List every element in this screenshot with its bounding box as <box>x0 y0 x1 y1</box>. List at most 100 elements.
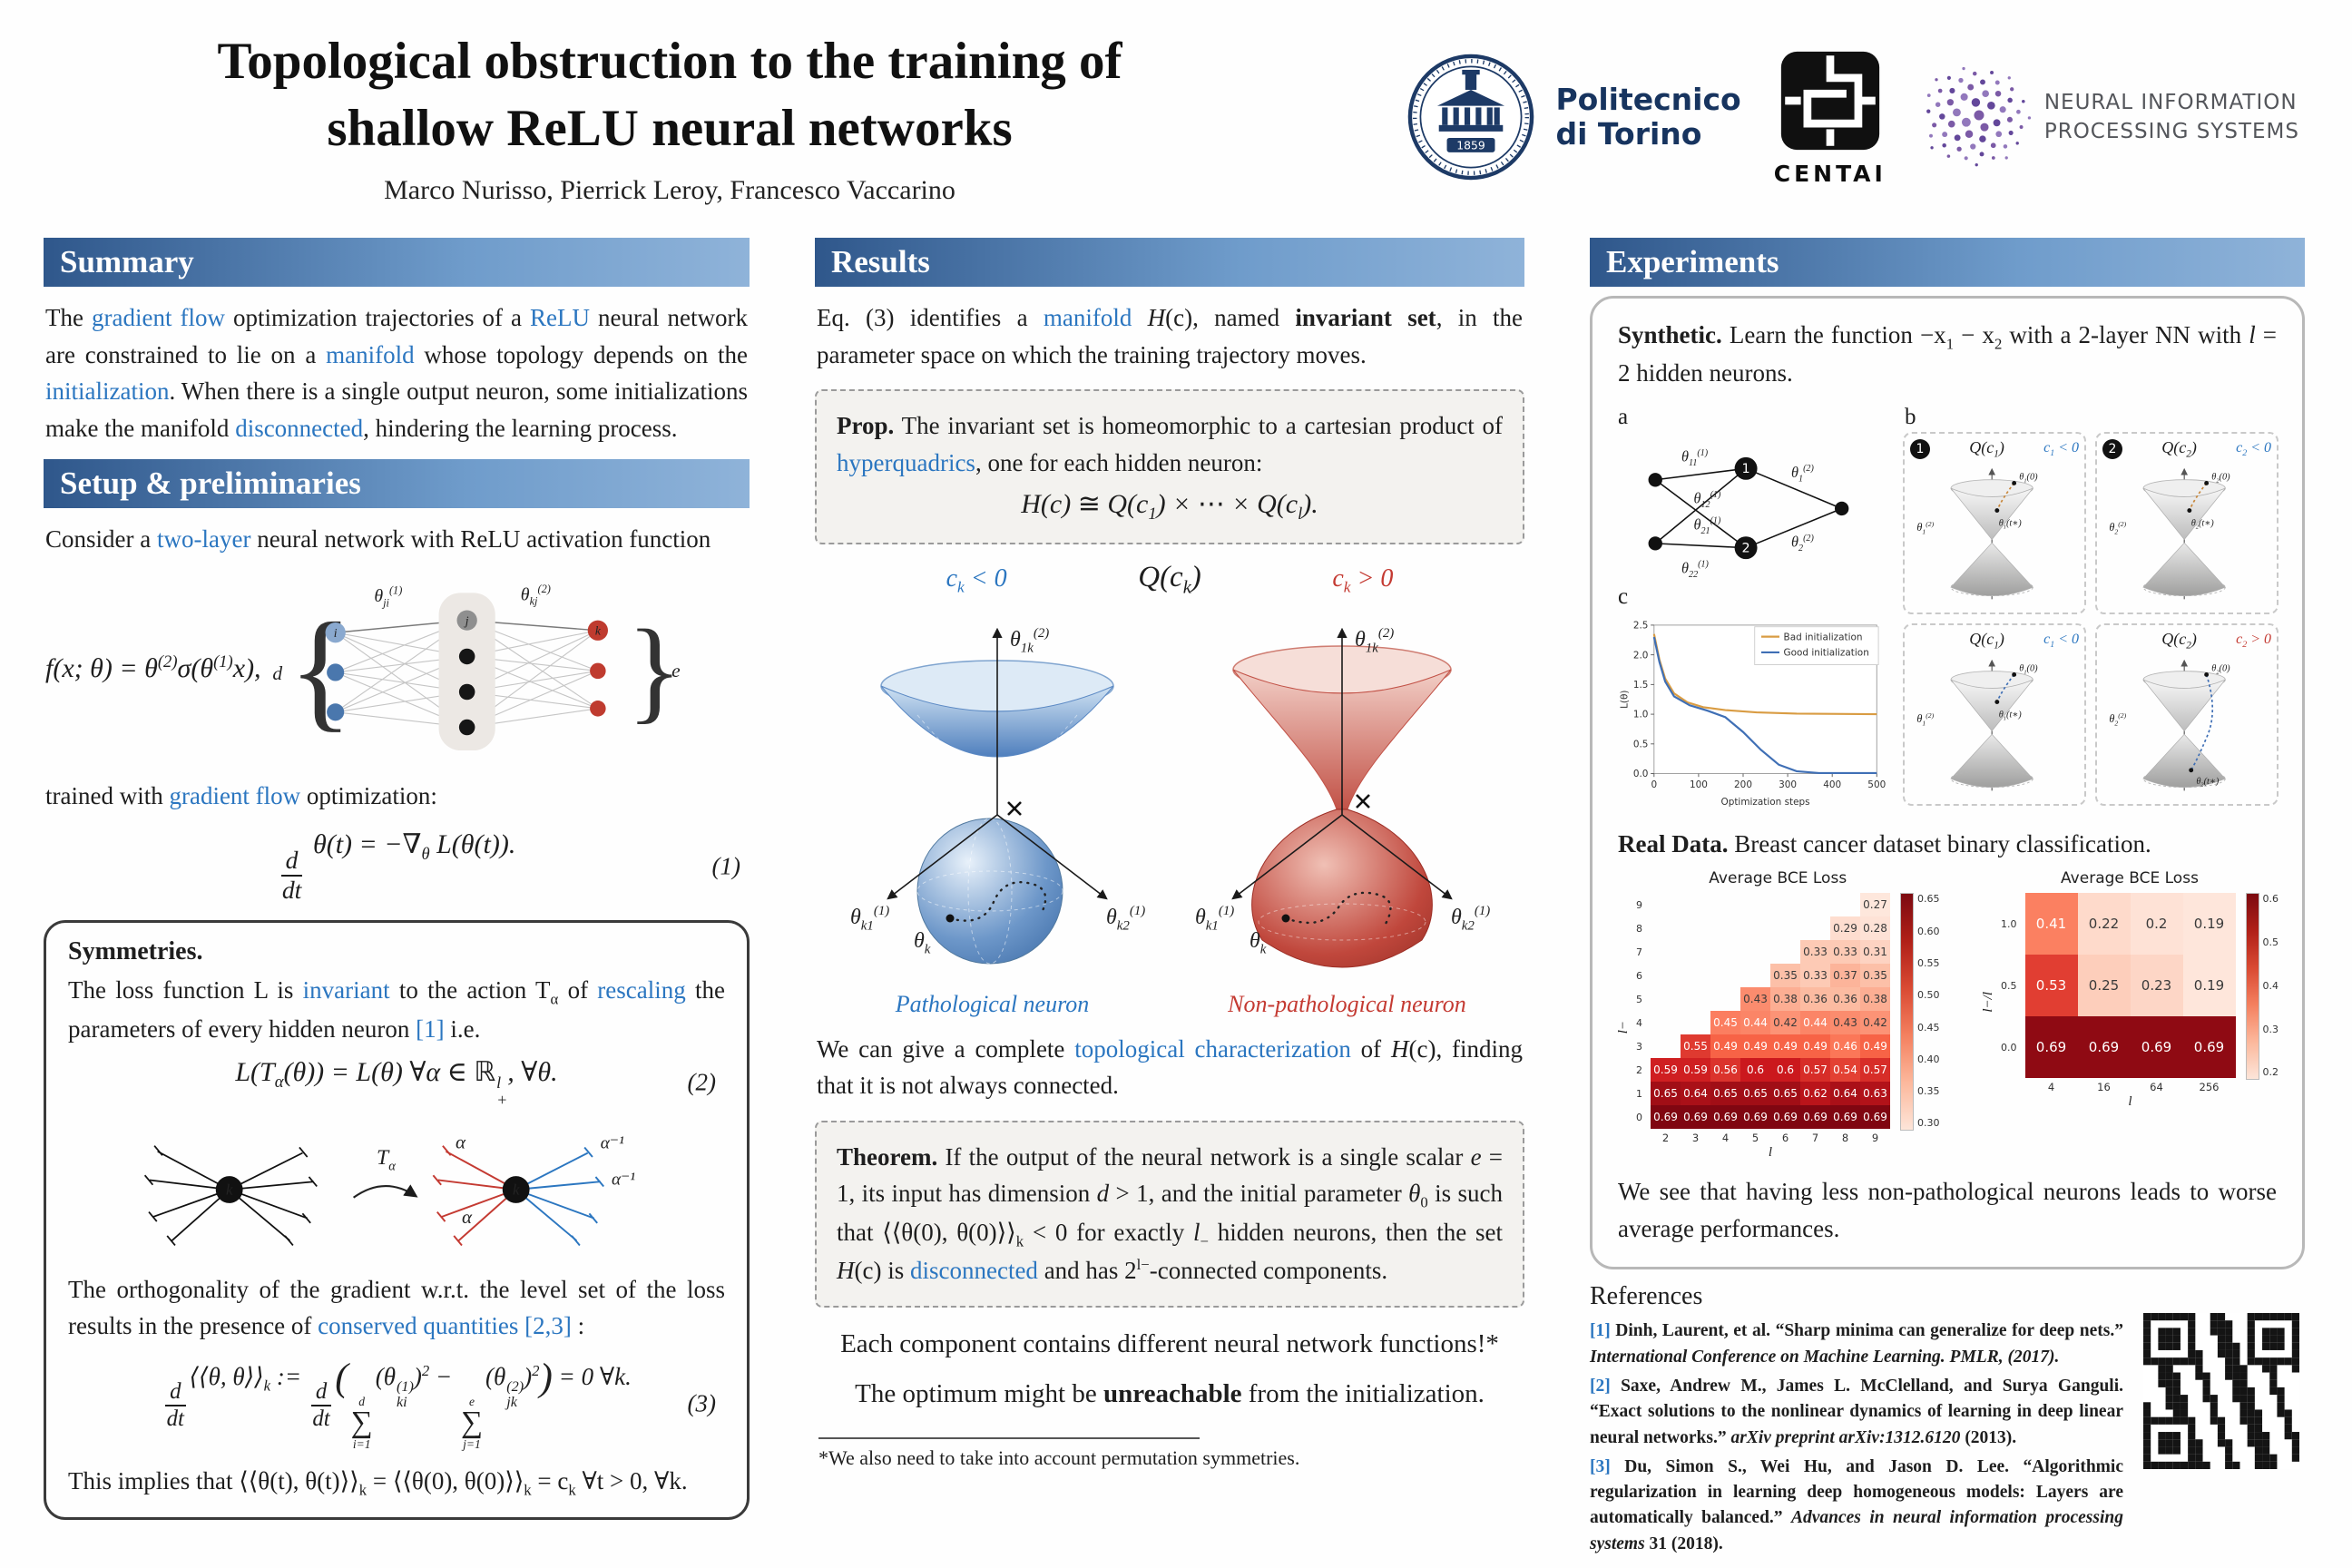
column-results: Results Eq. (3) identifies a manifold H(… <box>815 225 1524 1561</box>
theorem-body: Theorem. If the output of the neural net… <box>837 1142 1503 1285</box>
axis-vertical-label: θ1k(2) <box>1355 625 1394 655</box>
neuron-badge: 1 <box>1910 438 1930 459</box>
svg-text:0: 0 <box>1651 779 1657 790</box>
equation-1-body: d dt θ(t) = −∇θ L(θ(t)). <box>280 829 516 905</box>
theta-k-label: θk <box>914 929 931 957</box>
section-header-summary: Summary <box>44 238 750 287</box>
symmetries-paragraph-3: This implies that ⟨⟨θ(t), θ(t)⟩⟩k = ⟨⟨θ(… <box>68 1466 688 1499</box>
input-dim-label: d <box>272 662 282 683</box>
cone-panel-4: Q(c2) c2 > 0 θ2(2) <box>2095 622 2278 806</box>
two-layer-network-diagram: { } d e i j k <box>272 582 681 750</box>
panel-b-letter: b <box>1905 404 1916 429</box>
cone-panel-2: 2 Q(c2) c2 < 0 θ2(2) <box>2095 431 2278 614</box>
axis-right-label: θk2(1) <box>1106 903 1145 933</box>
prop-box: Prop. The invariant set is homeomorphic … <box>815 389 1524 544</box>
svg-text:2.0: 2.0 <box>1633 650 1649 661</box>
hidden-node-1 <box>1734 456 1758 480</box>
alpha-label: α <box>456 1131 466 1152</box>
weight-label: θ2(2) <box>1791 534 1814 554</box>
quadric-title: Q(ck) <box>1138 561 1201 598</box>
input-node-i-label: i <box>333 625 337 639</box>
reference-item-3: [3] Du, Simon S., Wei Hu, and Jason D. L… <box>1590 1456 2123 1553</box>
saddle-cross-icon <box>1007 800 1022 816</box>
cone-panel-condition: c1 < 0 <box>2043 439 2079 459</box>
heatmap-title: Average BCE Loss <box>1709 869 1847 888</box>
svg-text:2.5: 2.5 <box>1633 621 1649 632</box>
rescaling-symmetry-diagram: k Tα k <box>143 1131 635 1246</box>
experiments-conclusion: We see that having less non-pathological… <box>1618 1178 2277 1242</box>
cone-plot: θ2(2) θ2(0) θ2(t∗) <box>2109 467 2230 600</box>
svg-text:1.0: 1.0 <box>1633 710 1649 720</box>
synthetic-paragraph: Synthetic. Learn the function −x1 − x2 w… <box>1618 321 2278 387</box>
trajectory-path <box>948 880 1047 922</box>
svg-text:200: 200 <box>1734 779 1752 790</box>
legend: Bad initialization Good initialization <box>1761 632 1869 659</box>
hidden-node-2 <box>1734 536 1758 560</box>
neuron-k-left-label: k <box>226 1181 233 1198</box>
cone-axis-label: θ2(2) <box>2109 711 2126 727</box>
theorem-box: Theorem. If the output of the neural net… <box>815 1120 1524 1308</box>
experiments-box: Synthetic. Learn the function −x1 − x2 w… <box>1590 296 2305 1270</box>
heatmap-bce-by-ratio: Average BCE Loss l−/l 1.0 0.5 0.0 0.41 0.22… <box>1981 869 2278 1161</box>
poster-authors: Marco Nurisso, Pierrick Leroy, Francesco… <box>384 175 956 206</box>
theta-k-point <box>1281 914 1290 923</box>
heatmap-xlabel: l <box>1768 1145 1773 1161</box>
equation-1: d dt θ(t) = −∇θ L(θ(t)). (1) <box>44 828 750 904</box>
transform-label: Tα <box>377 1146 396 1173</box>
symmetries-box: Symmetries. The loss function L is invar… <box>44 920 750 1521</box>
loss-curves <box>1652 633 1877 774</box>
pathological-quadric-svg: θ1k(2) θk1(1) θk2(1) θk <box>850 625 1145 965</box>
svg-text:500: 500 <box>1867 779 1886 790</box>
heatmap-ylabel: l−/l <box>1981 991 1995 1013</box>
alpha-inverse-label: α⁻¹ <box>601 1133 624 1152</box>
heatmap-colorbar: 0.6 0.5 0.4 0.3 0.2 <box>2245 893 2278 1110</box>
output-node <box>589 700 606 717</box>
references-row: References [1] Dinh, Laurent, et al. “Sh… <box>1590 1282 2305 1560</box>
cone-panel-3: Q(c1) c1 < 0 θ1(2) <box>1903 622 2086 806</box>
svg-text:Good initialization: Good initialization <box>1784 648 1869 659</box>
conclusion-line-1: Each component contains different neural… <box>840 1328 1499 1358</box>
theta-end-label: θ1(t∗) <box>1999 710 2023 721</box>
input-node <box>1648 536 1662 551</box>
synthetic-figure: a 1 2 <box>1616 405 2278 818</box>
trajectory <box>1996 482 2015 511</box>
axis-left-label: θk1(1) <box>850 903 889 933</box>
heatmap-grid: 0.27 0.29 0.28 0.33 0.33 0.31 0.35 0.33 0.37 0.35… <box>1651 893 1890 1130</box>
cone-panel-title: Q(c1) <box>1969 438 2004 460</box>
cone-plot: θ1(2) θ1(0) θ1(t∗) <box>1916 467 2038 600</box>
weight-label: θ22(1) <box>1681 560 1709 580</box>
weight-label-layer2: θkj(2) <box>520 582 550 607</box>
svg-text:0.0: 0.0 <box>1633 769 1649 779</box>
panel-a-letter: a <box>1618 404 1629 429</box>
equation-2-tag: (2) <box>687 1068 716 1096</box>
theta-start-label: θ2(0) <box>2211 664 2230 676</box>
alpha-inverse-label: α⁻¹ <box>612 1171 635 1190</box>
cone-panel-title: Q(c1) <box>1969 630 2004 652</box>
column-experiments: Experiments Synthetic. Learn the functio… <box>1590 225 2305 1561</box>
output-node <box>1835 501 1849 516</box>
heatmap-xticks: 4 16 64 256 <box>2047 1081 2220 1094</box>
cone-panel-1: 1 Q(c1) c1 < 0 θ1(2) <box>1903 431 2086 614</box>
centai-maze-icon <box>1780 51 1879 150</box>
ck-positive-label: ck > 0 <box>1332 564 1394 596</box>
reference-item-2: [2] Saxe, Andrew M., James L. McClelland… <box>1590 1377 2123 1447</box>
cone-panel-title: Q(c2) <box>2161 630 2197 652</box>
neurips-word-line1: NEURAL INFORMATION <box>2043 90 2298 114</box>
columns: Summary The gradient flow optimization t… <box>0 218 2352 1561</box>
theta-end-label: θ2(t∗) <box>2196 777 2220 789</box>
neurips-logo: NEURAL INFORMATION PROCESSING SYSTEMS <box>1919 63 2299 172</box>
theta-start-label: θ2(0) <box>2211 473 2230 485</box>
trajectory <box>2189 482 2208 511</box>
neurips-wordmark: NEURAL INFORMATION PROCESSING SYSTEMS <box>2044 88 2299 146</box>
neurips-dots-icon <box>1926 66 2031 167</box>
references-heading: References <box>1590 1282 1703 1311</box>
trained-with-text: trained with gradient flow optimization: <box>45 781 437 809</box>
politecnico-word-line2: di Torino <box>1555 116 1702 152</box>
svg-text:300: 300 <box>1779 779 1797 790</box>
alpha-label: α <box>462 1206 473 1228</box>
cone-axis-label: θ2(2) <box>2109 520 2126 535</box>
